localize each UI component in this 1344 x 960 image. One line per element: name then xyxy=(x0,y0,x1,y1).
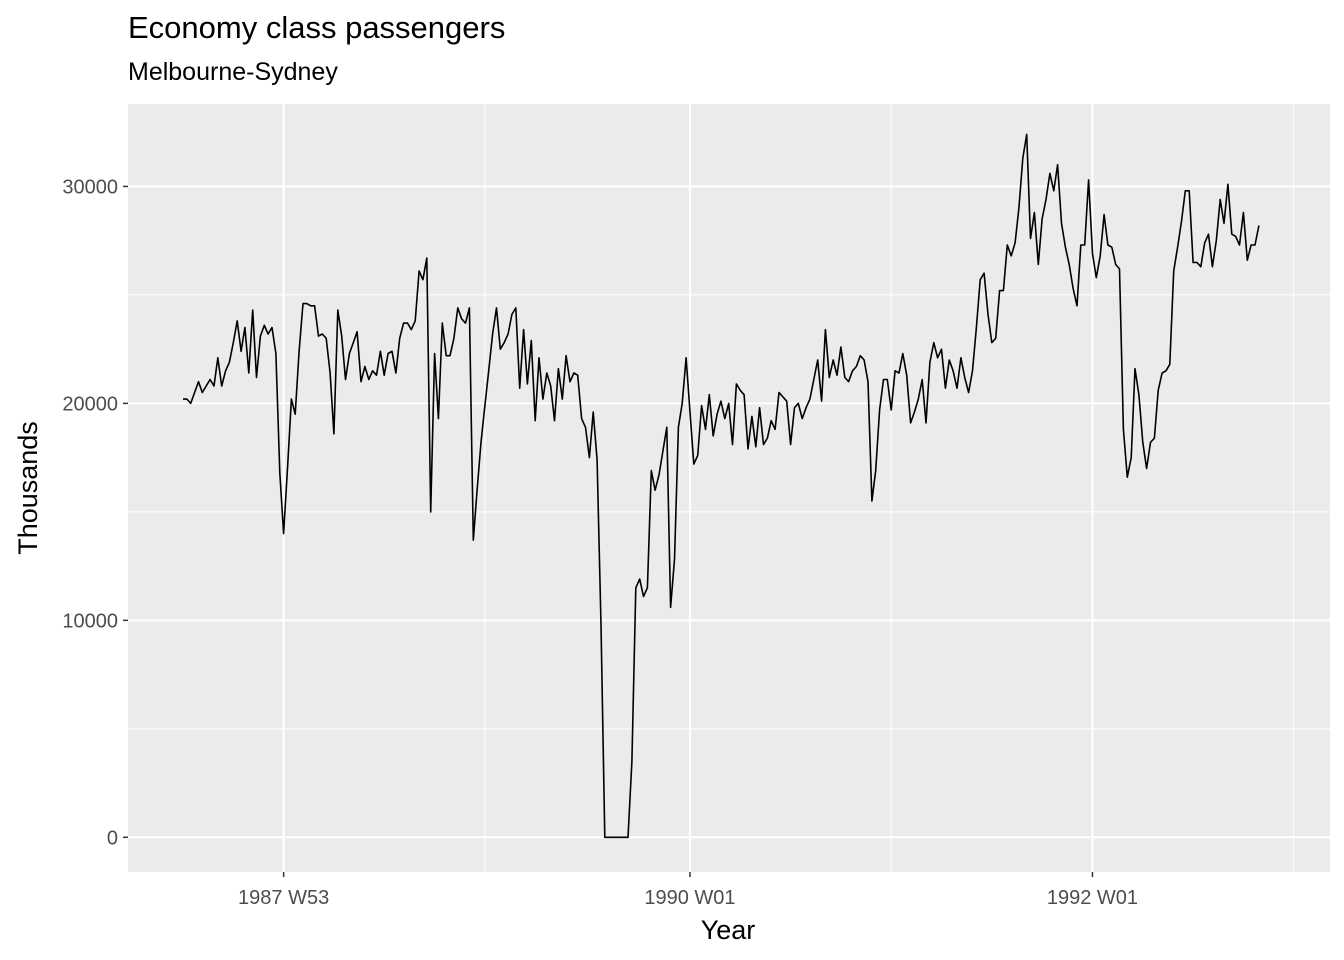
minor-grid xyxy=(128,104,1330,872)
y-tick-label: 10000 xyxy=(62,610,118,632)
x-tick-label: 1987 W53 xyxy=(238,887,329,909)
y-tick-label: 30000 xyxy=(62,176,118,198)
x-tick-label: 1990 W01 xyxy=(644,887,735,909)
plot-panel xyxy=(128,104,1330,872)
y-axis: 0 10000 20000 30000 xyxy=(62,176,128,849)
y-axis-title: Thousands xyxy=(13,421,43,555)
chart-subtitle: Melbourne-Sydney xyxy=(128,58,338,86)
x-tick-label: 1992 W01 xyxy=(1047,887,1138,909)
y-tick-label: 0 xyxy=(107,827,118,849)
passenger-series-line xyxy=(183,133,1260,839)
major-grid xyxy=(128,104,1330,872)
x-axis-title: Year xyxy=(701,915,756,945)
y-tick-label: 20000 xyxy=(62,393,118,415)
chart-title: Economy class passengers xyxy=(128,10,506,45)
x-axis: 1987 W53 1990 W01 1992 W01 xyxy=(238,872,1138,909)
